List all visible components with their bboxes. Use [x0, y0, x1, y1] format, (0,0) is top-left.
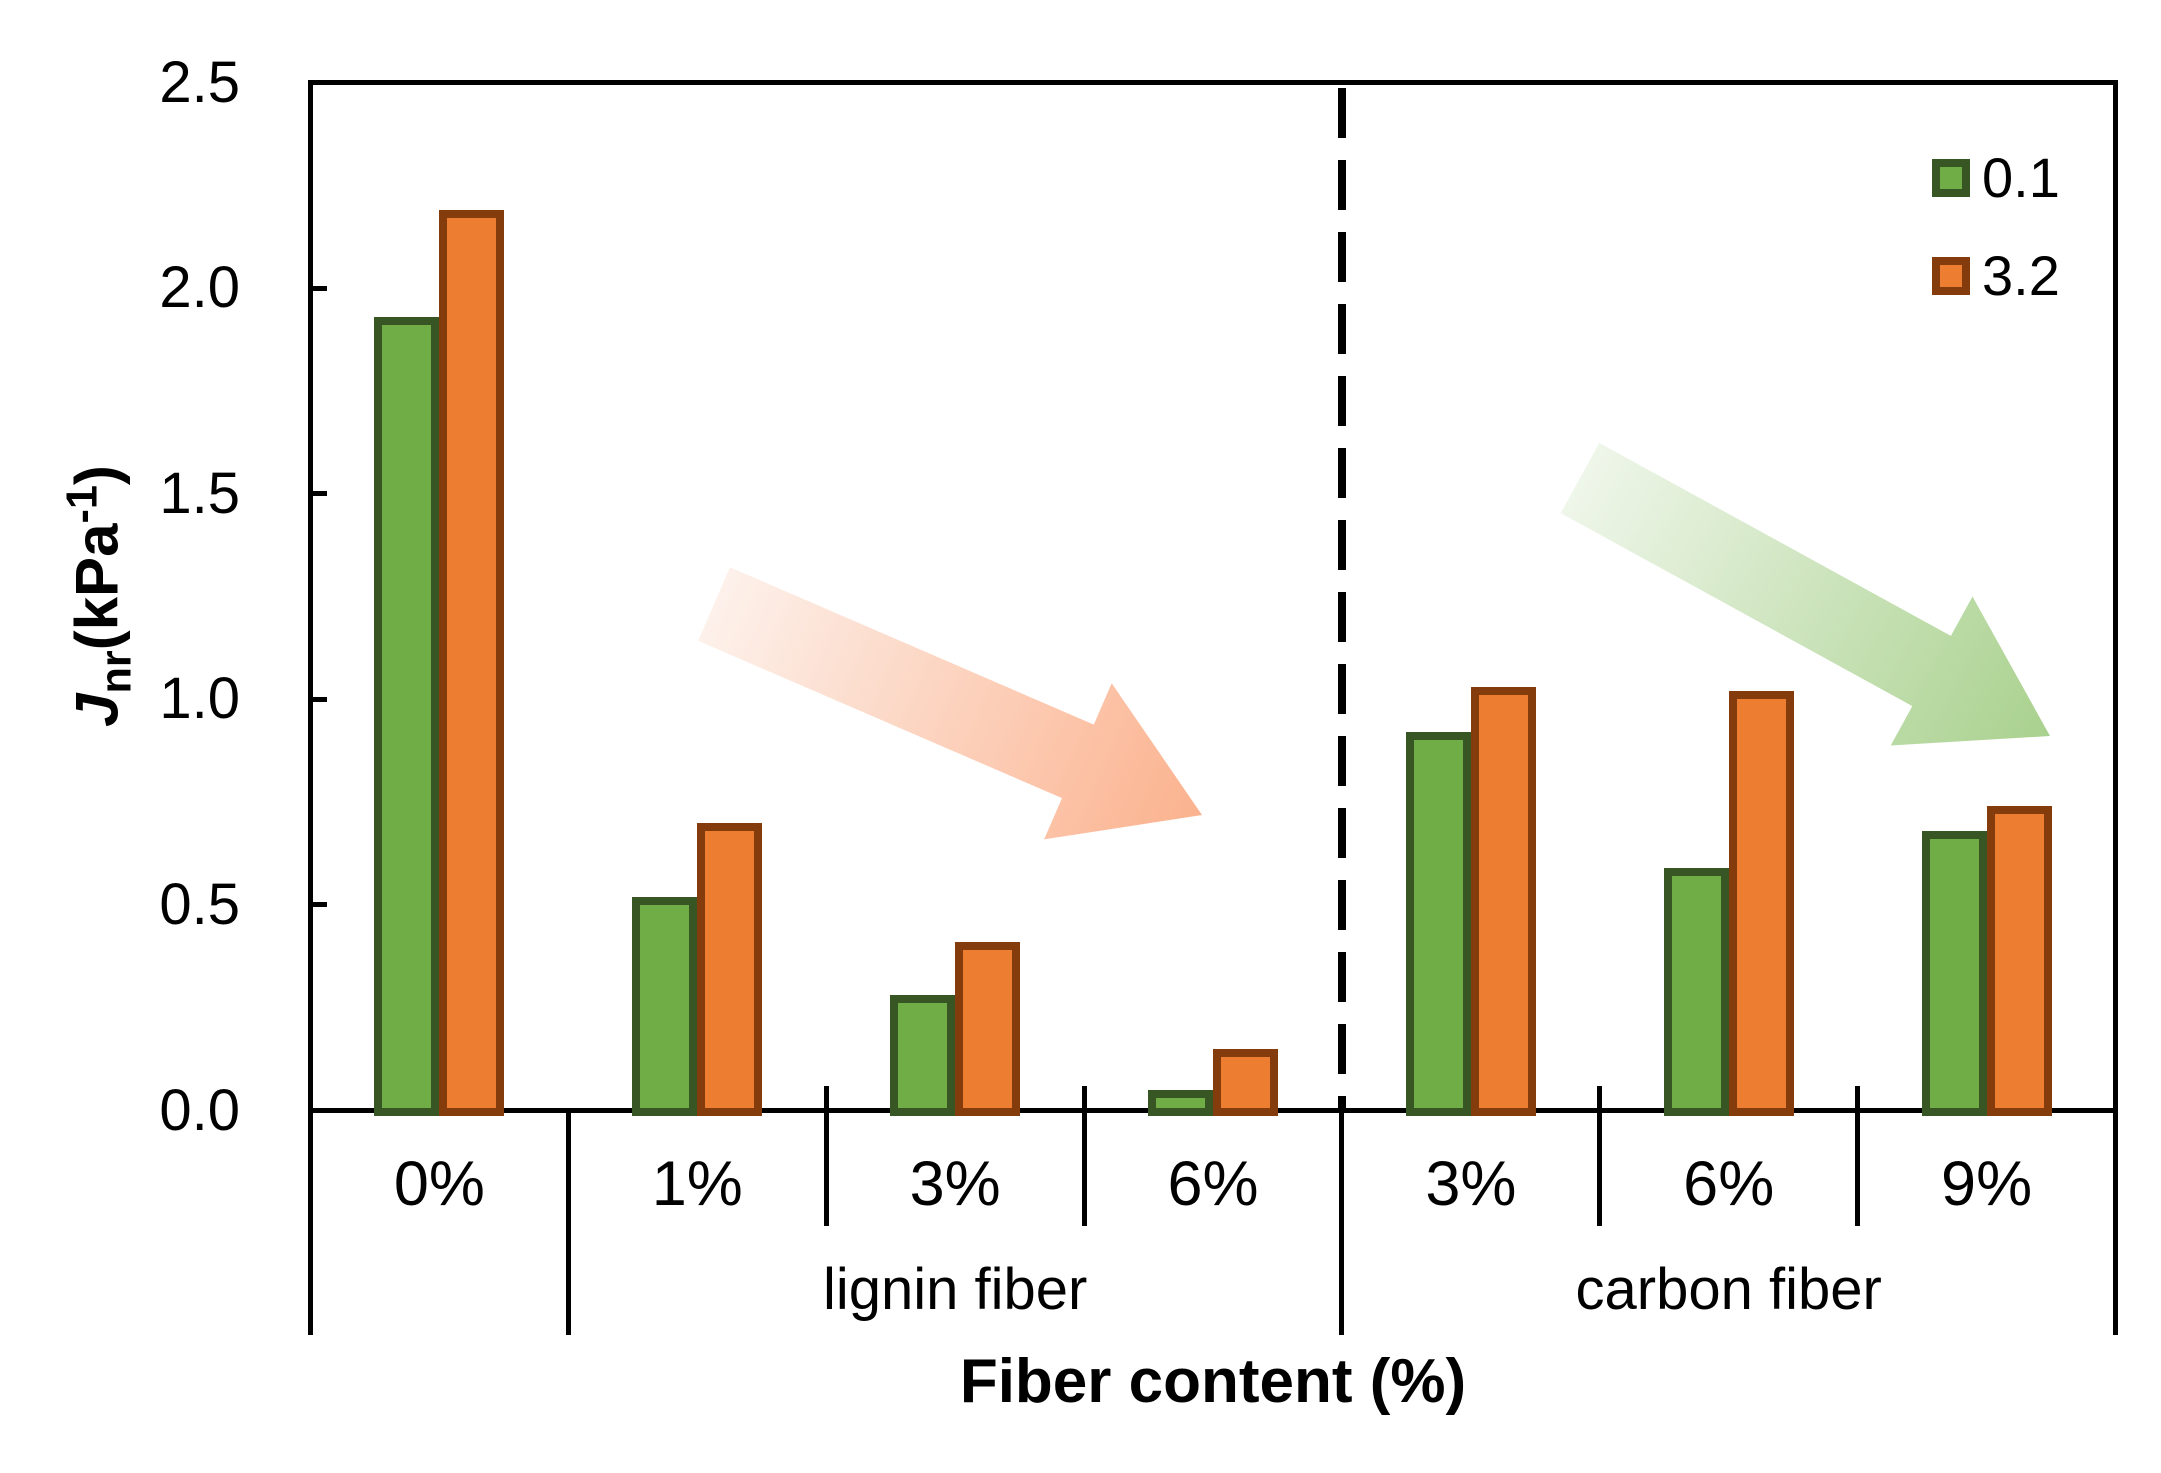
section-label: carbon fiber	[1575, 1257, 1882, 1322]
y-axis-subscript: nr	[92, 650, 141, 694]
legend-swatch-orange-icon	[1932, 257, 1970, 295]
bar-3.2-6%	[1213, 1048, 1278, 1116]
bar-3.2-3%	[955, 941, 1021, 1116]
x-category-label: 1%	[651, 1149, 743, 1219]
bar-3.2-3%	[1470, 686, 1536, 1116]
y-axis-unit-superscript: -1	[58, 485, 107, 524]
bar-3.2-1%	[697, 822, 763, 1116]
category-divider-minor	[1597, 1086, 1603, 1226]
y-tick-mark	[313, 491, 327, 497]
x-category-label: 3%	[909, 1149, 1001, 1219]
bar-0.1-9%	[1921, 830, 1987, 1116]
bar-0.1-3%	[1405, 732, 1471, 1116]
category-divider-major	[565, 1108, 571, 1335]
y-tick-label: 2.0	[159, 255, 240, 321]
bar-3.2-6%	[1728, 691, 1794, 1116]
bar-0.1-6%	[1663, 867, 1729, 1116]
y-tick-label: 2.5	[159, 49, 240, 115]
bar-0.1-3%	[890, 995, 956, 1116]
bar-0.1-6%	[1148, 1089, 1213, 1116]
section-separator-dashed	[1337, 88, 1346, 1108]
x-category-label: 6%	[1683, 1149, 1775, 1219]
legend-swatch-green-icon	[1932, 159, 1970, 197]
y-tick-label: 0.0	[159, 1077, 240, 1143]
legend-label: 0.1	[1982, 146, 2060, 209]
legend-entry: 0.1	[1932, 146, 2060, 209]
x-category-label: 9%	[1941, 1149, 2033, 1219]
x-category-label: 0%	[393, 1149, 485, 1219]
section-label: lignin fiber	[822, 1257, 1088, 1322]
y-tick-mark	[313, 285, 327, 291]
y-axis-title: Jnr(kPa-1)	[59, 465, 142, 727]
bar-3.2-0%	[439, 209, 505, 1116]
bar-3.2-9%	[1986, 806, 2052, 1116]
category-divider-major	[1339, 1108, 1345, 1335]
category-divider-major	[2113, 1108, 2118, 1335]
x-axis-title: Fiber content (%)	[959, 1347, 1467, 1416]
y-tick-mark	[313, 902, 327, 908]
legend: 0.1 3.2	[1932, 146, 2060, 307]
category-divider-minor	[1855, 1086, 1861, 1226]
y-axis-unit-open: (kPa	[63, 523, 131, 651]
y-tick-label: 1.0	[159, 666, 240, 732]
y-tick-label: 1.5	[159, 460, 240, 526]
bar-0.1-1%	[632, 896, 698, 1116]
y-axis-unit-close: )	[63, 465, 131, 486]
legend-label: 3.2	[1982, 244, 2060, 307]
category-divider-major	[308, 1108, 313, 1335]
bar-0.1-0%	[374, 316, 440, 1116]
y-tick-mark	[313, 696, 327, 702]
category-divider-minor	[1081, 1086, 1087, 1226]
x-category-label: 3%	[1425, 1149, 1517, 1219]
y-axis-symbol: J	[63, 693, 131, 727]
legend-entry: 3.2	[1932, 244, 2060, 307]
y-tick-label: 0.5	[159, 871, 240, 937]
x-category-label: 6%	[1167, 1149, 1259, 1219]
category-divider-minor	[823, 1086, 829, 1226]
